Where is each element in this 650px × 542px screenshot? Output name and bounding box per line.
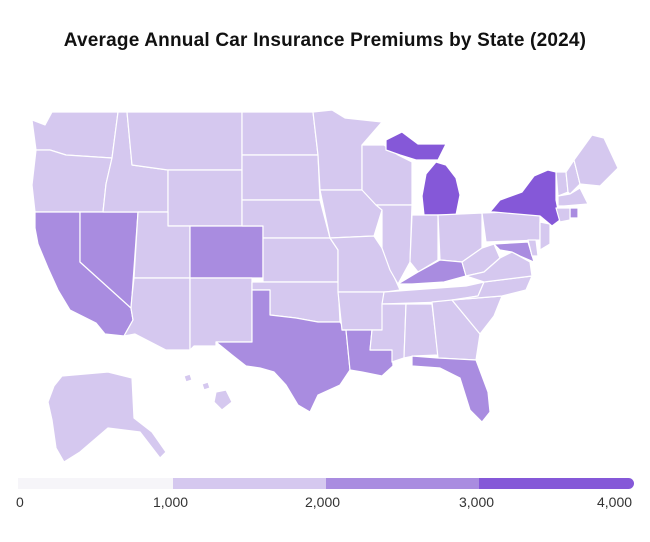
- state-kansas[interactable]: [262, 237, 339, 283]
- legend-tick-0: 0: [16, 494, 24, 510]
- state-new-hampshire[interactable]: [565, 159, 581, 195]
- legend-bin-1000-2000: [173, 478, 326, 489]
- legend-bin-3000-4000: [479, 478, 634, 489]
- state-colorado[interactable]: [189, 225, 264, 279]
- state-hawaii-2[interactable]: [201, 381, 211, 391]
- state-new-york[interactable]: [489, 169, 561, 227]
- state-georgia[interactable]: [431, 299, 481, 361]
- state-michigan-lower[interactable]: [421, 161, 461, 216]
- state-florida[interactable]: [411, 355, 491, 423]
- state-maine[interactable]: [573, 134, 619, 187]
- state-alaska[interactable]: [47, 371, 167, 463]
- state-new-mexico[interactable]: [189, 277, 253, 351]
- state-south-dakota[interactable]: [241, 154, 321, 201]
- legend-bin-0-1000: [18, 478, 173, 489]
- state-rhode-island[interactable]: [569, 207, 579, 219]
- state-wyoming[interactable]: [167, 169, 243, 227]
- legend-bin-2000-3000: [326, 478, 479, 489]
- state-oregon[interactable]: [31, 149, 113, 213]
- state-arizona[interactable]: [123, 277, 191, 351]
- state-new-jersey[interactable]: [539, 221, 551, 251]
- state-michigan-upper[interactable]: [385, 131, 447, 161]
- state-north-dakota[interactable]: [241, 111, 319, 156]
- state-hawaii-3[interactable]: [213, 389, 233, 411]
- state-texas[interactable]: [215, 289, 351, 413]
- chart-title: Average Annual Car Insurance Premiums by…: [63, 30, 587, 51]
- state-alabama[interactable]: [403, 303, 439, 359]
- legend-tick-2000: 2,000: [305, 494, 341, 510]
- state-hawaii-1[interactable]: [183, 373, 193, 383]
- legend-tick-3000: 3,000: [459, 494, 495, 510]
- legend-tick-1000: 1,000: [153, 494, 189, 510]
- state-massachusetts[interactable]: [557, 187, 589, 207]
- state-arkansas[interactable]: [337, 291, 387, 331]
- state-connecticut[interactable]: [555, 207, 571, 223]
- legend-tick-4000: 4,000: [597, 494, 633, 510]
- state-montana[interactable]: [126, 111, 243, 171]
- state-illinois[interactable]: [375, 204, 413, 285]
- state-delaware[interactable]: [527, 239, 539, 257]
